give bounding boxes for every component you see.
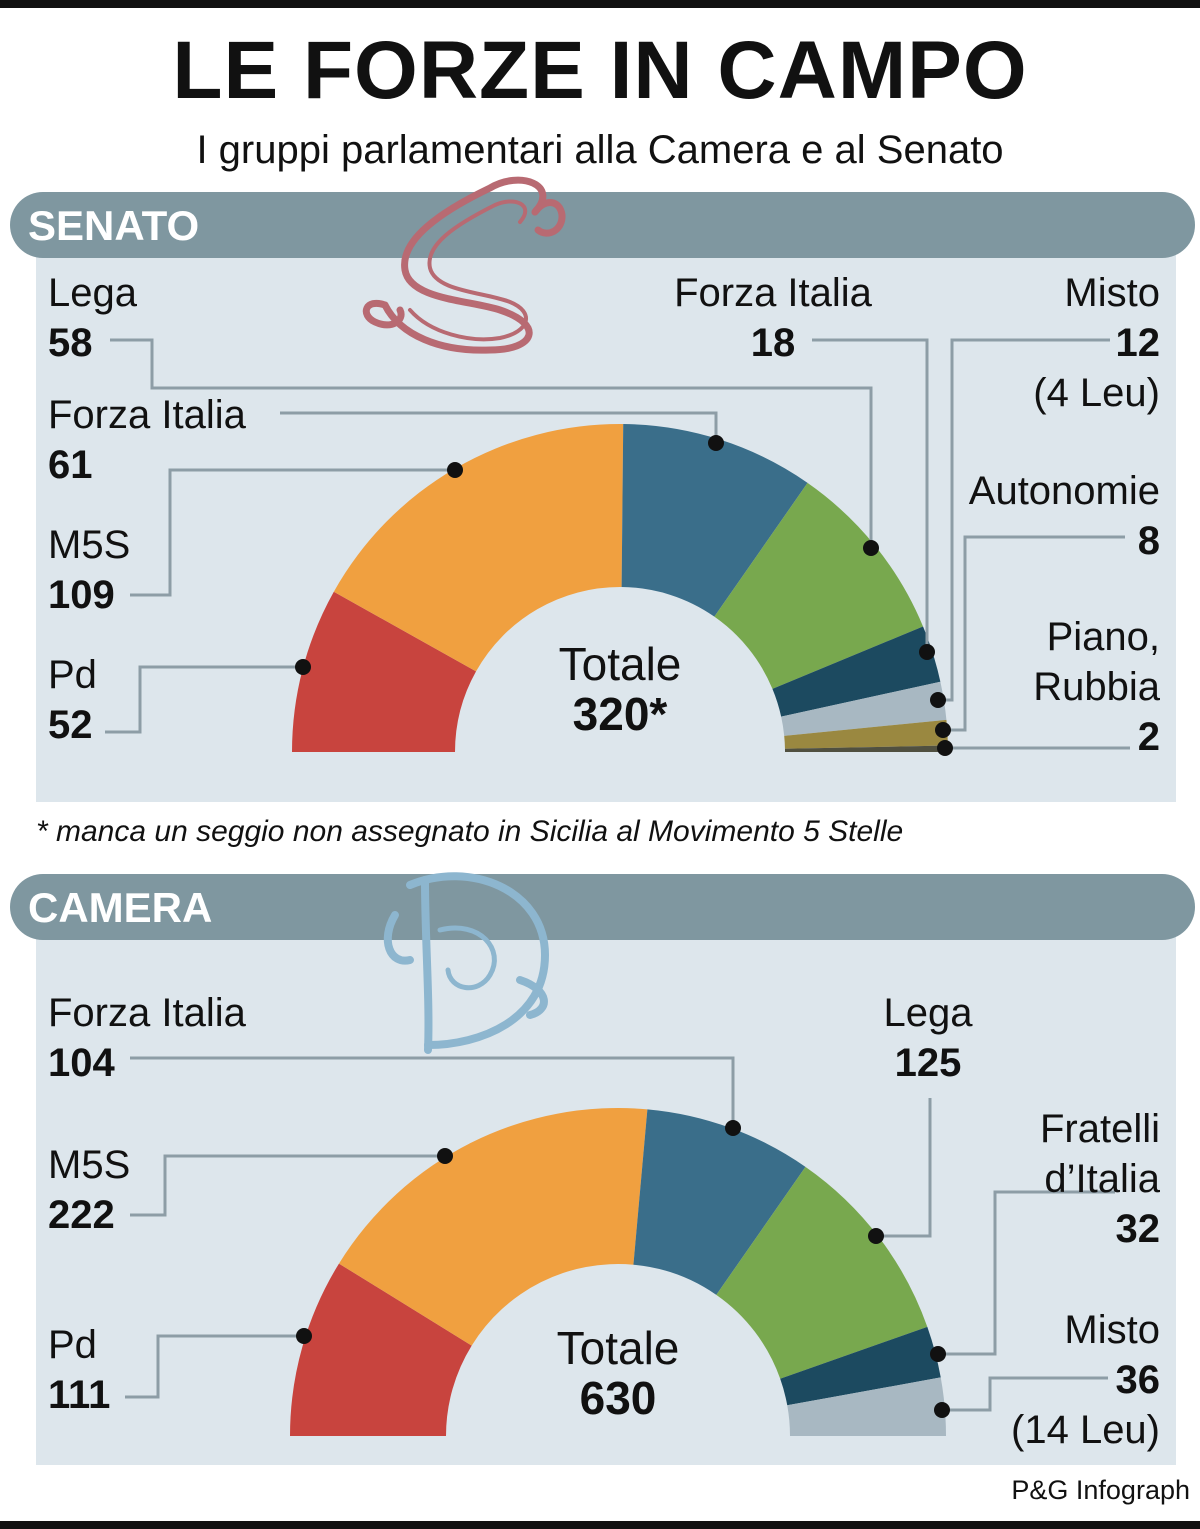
leader-lega [110,338,873,548]
dot-pd [296,1328,312,1344]
footnote: * manca un seggio non assegnato in Sicil… [36,815,904,848]
slice-misto [787,1377,946,1436]
slice-m5s [333,424,624,672]
value-fratelli-d-italia: 32 [1116,1207,1161,1251]
slice-pd [290,1263,472,1436]
label-piano-rubbia: Piano, [1047,615,1160,659]
credit: P&G Infograph [1011,1475,1190,1505]
dot-misto [930,692,946,708]
slice-fratelli-d-italia [772,626,941,717]
slice-forza-italia [633,1109,806,1295]
dot-m5s [437,1148,453,1164]
slice-pd [292,591,477,752]
camera-band: CAMERA [10,874,1195,940]
total-label: Totale [559,638,682,690]
camera-emblem-icon [383,872,550,1054]
label-lega: Lega [884,991,974,1035]
label-misto: Misto [1064,1308,1160,1352]
leader-fratelli-d-italia [938,1190,1115,1356]
dot-lega [868,1228,884,1244]
page-title: LE FORZE IN CAMPO [172,25,1028,116]
leader-autonomie [943,535,1125,732]
leader-misto [942,1376,1108,1412]
camera-band-label: CAMERA [28,884,213,931]
label-piano-rubbia: Rubbia [1033,665,1161,709]
leader-pd [105,665,303,734]
value-lega: 58 [48,321,93,365]
value-pd: 111 [48,1373,110,1417]
label-pd: Pd [48,1323,97,1367]
label-forza-italia: Forza Italia [48,991,247,1035]
value-lega: 125 [895,1041,962,1085]
leader-fratelli-d-italia [812,338,929,652]
total-label: Totale [557,1322,680,1374]
label-forza-italia: Forza Italia [48,393,247,437]
page-subtitle: I gruppi parlamentari alla Camera e al S… [196,128,1004,172]
value-forza-italia: 61 [48,443,93,487]
dot-lega [863,540,879,556]
value-forza-italia: 104 [48,1041,115,1085]
slice-piano-rubbia [784,745,948,752]
value-piano-rubbia: 2 [1138,715,1160,759]
label-pd: Pd [48,653,97,697]
senato-chart: Pd 52 M5S 109 Forza Italia 61 Lega 58 Forza Ital… [48,271,1161,759]
note-misto: (4 Leu) [1033,371,1160,415]
value-m5s: 222 [48,1193,115,1237]
value-misto: 12 [1116,321,1161,365]
camera-chart: Pd 111 M5S 222 Forza Italia 104 Lega 125 Fratell… [48,991,1161,1452]
dot-fratelli-d-italia [930,1346,946,1362]
slice-fratelli-d-italia [780,1326,941,1406]
dot-piano-rubbia [937,740,953,756]
value-autonomie: 8 [1138,519,1160,563]
leader-forza-italia [280,411,718,443]
value-misto: 36 [1116,1358,1161,1402]
dot-pd [295,659,311,675]
dot-fratelli-d-italia [919,644,935,660]
label-m5s: M5S [48,1143,130,1187]
total-value: 320* [573,688,668,740]
senato-band-label: SENATO [28,202,200,249]
dot-forza-italia [708,435,724,451]
label-fratelli-d-italia: d’Italia [1044,1157,1160,1201]
total-value: 630 [580,1372,657,1424]
label-lega: Lega [48,271,138,315]
slice-misto [781,681,947,736]
bottom-rule [0,1521,1200,1529]
dot-autonomie [935,722,951,738]
leader-m5s [130,468,455,597]
top-rule [0,0,1200,8]
label-m5s: M5S [48,523,130,567]
dot-forza-italia [725,1120,741,1136]
label-misto: Misto [1064,271,1160,315]
leader-m5s [130,1154,445,1217]
dot-m5s [447,462,463,478]
value-pd: 52 [48,703,93,747]
slice-autonomie [784,719,948,749]
senato-emblem-icon [362,176,566,354]
value-fratelli-d-italia: 18 [751,321,796,365]
leader-forza-italia [130,1056,735,1128]
senato-band: SENATO [10,192,1195,258]
slice-lega [716,1166,928,1379]
slice-forza-italia [621,424,808,617]
value-m5s: 109 [48,573,115,617]
leader-lega [876,1098,932,1238]
label-fratelli-d-italia: Forza Italia [674,271,873,315]
label-autonomie: Autonomie [969,469,1160,513]
slice-lega [714,482,924,689]
leader-pd [125,1334,304,1399]
label-fratelli-d-italia: Fratelli [1040,1107,1160,1151]
slice-m5s [338,1108,648,1346]
dot-misto [934,1402,950,1418]
note-misto: (14 Leu) [1011,1408,1160,1452]
